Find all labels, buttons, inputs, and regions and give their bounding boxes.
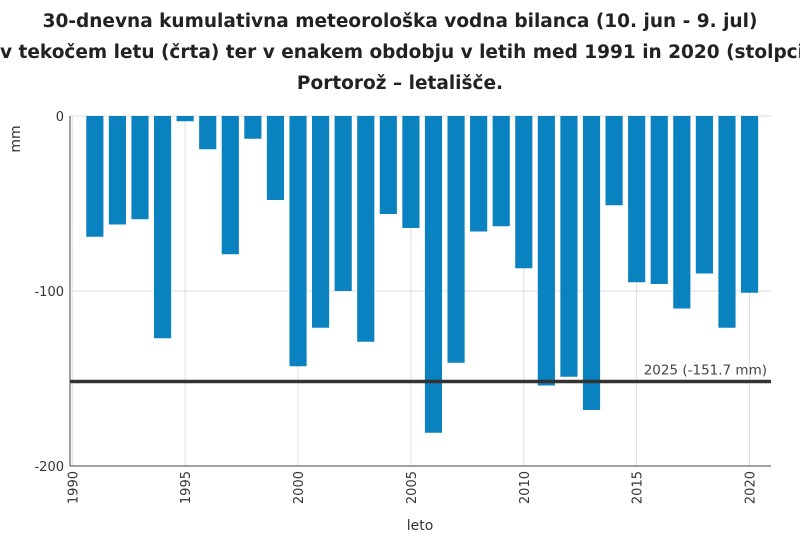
bar-2017: [673, 116, 691, 309]
x-tick-label: 2015: [631, 471, 646, 504]
y-tick-label: -100: [34, 285, 64, 300]
bar-2000: [289, 116, 307, 367]
x-tick-label: 2020: [744, 471, 759, 504]
bar-2014: [605, 116, 623, 206]
bar-1995: [176, 116, 194, 122]
bar-2008: [470, 116, 488, 232]
bar-2010: [515, 116, 533, 269]
bar-1993: [131, 116, 149, 220]
reference-line-group: 2025 (-151.7 mm): [70, 362, 771, 384]
x-tick-label: 2005: [405, 471, 420, 504]
bar-2003: [357, 116, 375, 342]
bar-2009: [492, 116, 510, 227]
bar-1997: [221, 116, 239, 255]
bar-2020: [740, 116, 759, 293]
reference-line-label: 2025 (-151.7 mm): [644, 362, 767, 378]
bar-2007: [447, 116, 465, 363]
axes: [69, 116, 771, 467]
bar-2005: [402, 116, 420, 228]
y-tick-label: 0: [56, 110, 64, 125]
bar-2019: [718, 116, 736, 328]
bar-1996: [199, 116, 217, 150]
bar-2018: [695, 116, 713, 274]
bar-2006: [424, 116, 443, 433]
bars: [86, 116, 759, 433]
chart-title-line-3: Portorož – letališče.: [296, 73, 504, 94]
bar-2004: [379, 116, 397, 214]
bar-1992: [108, 116, 126, 225]
bar-2002: [334, 116, 352, 291]
bar-1999: [266, 116, 285, 200]
bar-1991: [86, 116, 104, 237]
x-tick-label: 1995: [179, 471, 194, 504]
bar-2013: [582, 116, 601, 410]
bar-2015: [628, 116, 646, 283]
chart-title-line-2: v tekočem letu (črta) ter v enakem obdob…: [0, 42, 800, 63]
chart-title: 30-dnevna kumulativna meteorološka vodna…: [0, 6, 800, 99]
bar-2011: [537, 116, 555, 386]
bar-2001: [312, 116, 330, 328]
x-axis-label: leto: [407, 518, 434, 534]
x-tick-label: 2010: [518, 471, 533, 504]
y-axis-label: mm: [8, 125, 24, 152]
bar-1998: [244, 116, 262, 139]
y-tick-label: -200: [34, 460, 64, 475]
chart-title-line-1: 30-dnevna kumulativna meteorološka vodna…: [42, 11, 758, 32]
bar-2016: [650, 116, 668, 284]
x-tick-label: 1990: [66, 471, 81, 504]
bar-2012: [560, 116, 578, 377]
x-tick-label: 2000: [292, 471, 307, 504]
bar-1994: [153, 116, 172, 339]
